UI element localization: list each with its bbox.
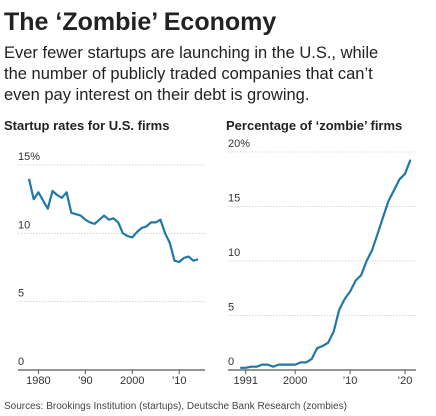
chart-title: Percentage of ‘zombie’ firms [226,118,402,133]
y-tick-label: 0 [228,356,234,368]
x-tick-label: ’20 [398,375,413,387]
title: The ‘Zombie’ Economy [4,8,276,36]
y-tick-label: 15% [18,151,40,163]
x-tick-label: 2000 [283,375,307,387]
x-tick-label: ’10 [172,375,187,387]
y-tick-label: 10 [18,219,30,231]
y-tick-label: 5 [18,288,24,300]
x-tick-label: 1980 [26,375,50,387]
y-tick-label: 20% [228,138,250,150]
y-tick-label: 15 [228,193,240,205]
x-tick-label: ’90 [78,375,93,387]
x-tick-label: ’10 [343,375,358,387]
y-tick-label: 10 [228,247,240,259]
y-tick-label: 5 [228,302,234,314]
line [240,159,412,369]
line [27,178,199,264]
chart-title: Startup rates for U.S. firms [4,118,169,133]
subtitle-line: even pay interest on their debt is growi… [4,86,309,104]
subtitle-line: the number of publicly traded companies … [4,65,373,83]
subtitle-line: Ever fewer startups are launching in the… [4,44,378,62]
x-tick-label: 2000 [120,375,144,387]
source: Sources: Brookings Institution (startups… [4,401,347,412]
y-tick-label: 0 [18,356,24,368]
x-tick-label: 1991 [233,375,257,387]
